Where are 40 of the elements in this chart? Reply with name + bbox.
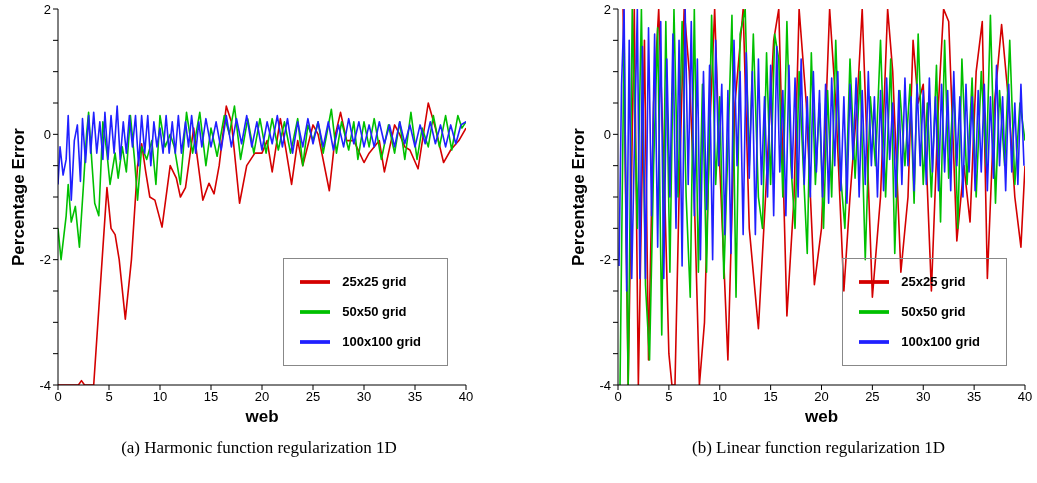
x-tick-label: 25 xyxy=(865,389,880,405)
line-series xyxy=(58,105,466,261)
y-tick-label: 0 xyxy=(43,126,51,142)
y-tick-label: -2 xyxy=(599,252,611,268)
text: (b) Linear function regularization 1D xyxy=(691,438,946,458)
x-tick-label: 10 xyxy=(152,389,168,405)
y-axis-title: Percentage Error xyxy=(9,127,29,266)
x-tick-label: 25 xyxy=(305,389,321,405)
x-tick-label: 35 xyxy=(407,389,423,405)
y-tick-label: -4 xyxy=(39,377,51,393)
y-tick-label: 2 xyxy=(603,1,611,17)
x-tick-label: 5 xyxy=(665,389,673,405)
legend-label: 25x25 grid xyxy=(342,273,407,289)
x-tick-label: 5 xyxy=(105,389,113,405)
legend-label: 100x100 grid xyxy=(901,333,980,349)
line-series xyxy=(58,105,466,201)
x-tick-label: 40 xyxy=(458,389,474,405)
x-tick-label: 20 xyxy=(814,389,829,405)
x-tick-label: 15 xyxy=(763,389,778,405)
line-series xyxy=(618,9,1025,292)
y-tick-label: 2 xyxy=(43,1,51,17)
y-tick-label: 0 xyxy=(603,126,611,142)
y-axis-title: Percentage Error xyxy=(569,127,589,266)
x-tick-label: 40 xyxy=(1017,389,1033,405)
x-tick-label: 0 xyxy=(614,389,622,405)
x-tick-label: 30 xyxy=(916,389,931,405)
x-tick-label: 35 xyxy=(966,389,982,405)
x-tick-label: 15 xyxy=(203,389,219,405)
text: (a) Harmonic function regularization 1D xyxy=(120,438,398,458)
x-tick-label: 20 xyxy=(254,389,270,405)
x-tick-label: 0 xyxy=(54,389,62,405)
legend-label: 50x50 grid xyxy=(901,303,966,319)
x-tick-label: 30 xyxy=(356,389,372,405)
legend-label: 100x100 grid xyxy=(342,333,421,349)
x-axis-title: web xyxy=(244,407,279,426)
x-tick-label: 10 xyxy=(712,389,727,405)
x-axis-title: web xyxy=(803,407,839,426)
legend-label: 50x50 grid xyxy=(342,303,407,319)
y-tick-label: -2 xyxy=(39,252,51,268)
y-tick-label: -4 xyxy=(599,377,611,393)
